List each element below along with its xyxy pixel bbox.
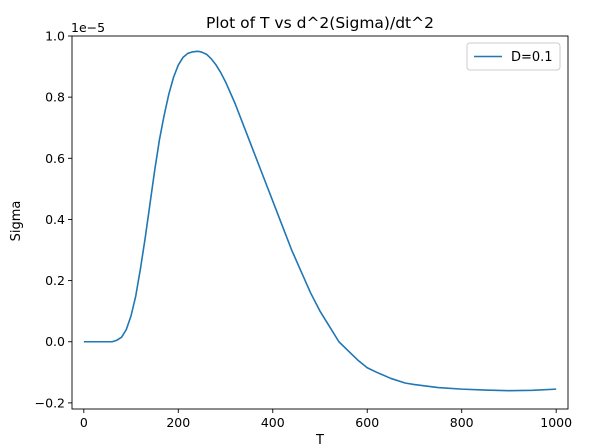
- series-line-0: [83, 50, 557, 392]
- y-tick-label: 0.8: [45, 90, 65, 105]
- x-tick-label: 200: [166, 415, 190, 430]
- axes-frame: [71, 35, 569, 410]
- x-tick-label: 800: [450, 415, 474, 430]
- legend: D=0.1: [466, 42, 561, 71]
- x-axis-label: T: [315, 433, 324, 448]
- x-tick-label: 400: [261, 415, 285, 430]
- y-tick-label: 0.4: [45, 212, 65, 227]
- plot-area: 0 200 400 600 800 1000 −0.2 0.0 0.2 0.4 0.6 0.8 1.0: [35, 29, 573, 431]
- y-tick-label: 1.0: [45, 29, 65, 44]
- legend-box: [466, 42, 561, 71]
- chart-title: Plot of T vs d^2(Sigma)/dt^2: [206, 14, 434, 32]
- x-tick-label: 0: [80, 415, 88, 430]
- y-tick-label: 0.2: [45, 273, 65, 288]
- y-tick-label: 0.0: [45, 334, 65, 349]
- x-tick-label: 1000: [540, 415, 572, 430]
- y-offset-label: 1e−5: [71, 20, 105, 35]
- legend-label-0: D=0.1: [511, 50, 553, 65]
- y-tick-label: −0.2: [35, 395, 65, 410]
- x-tick-label: 600: [355, 415, 379, 430]
- y-tick-label: 0.6: [45, 151, 65, 166]
- y-axis-label: Sigma: [9, 201, 24, 242]
